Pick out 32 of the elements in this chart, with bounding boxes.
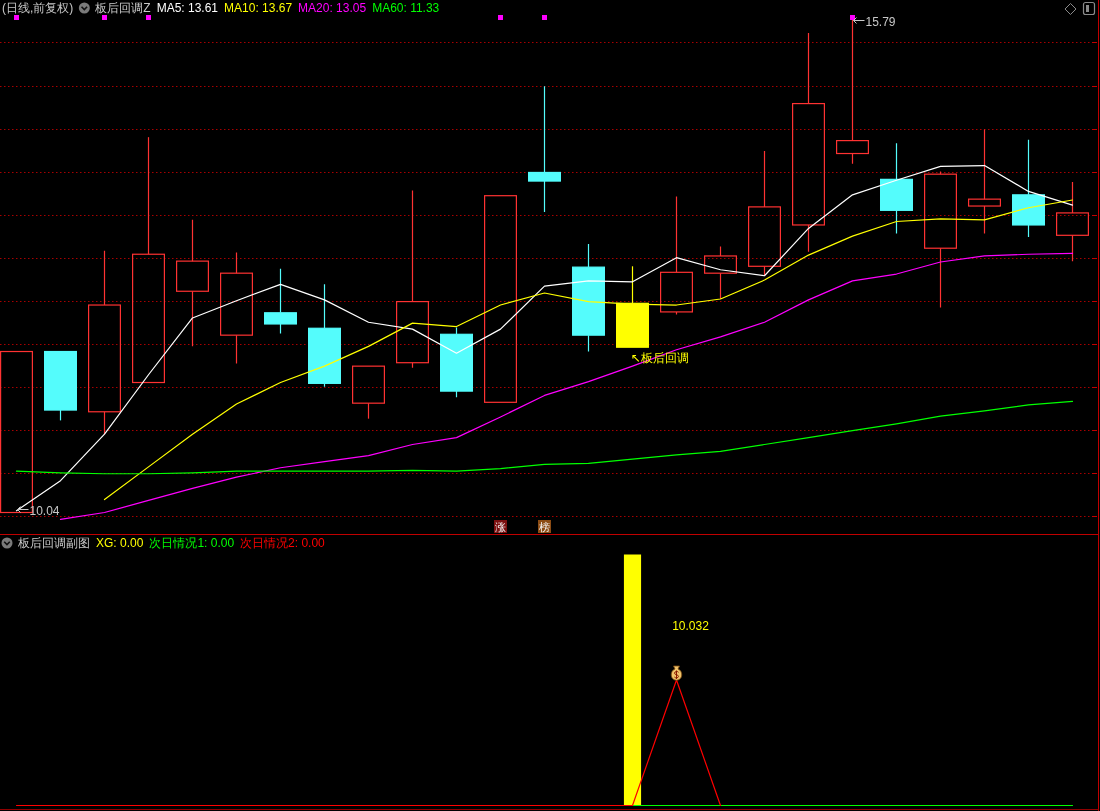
candlestick [1056,181,1089,262]
candlestick [264,268,297,335]
candlestick [176,219,209,347]
candlestick [396,189,429,369]
candlestick [704,245,737,300]
candlestick [1012,139,1045,238]
candlestick [616,265,649,348]
text: 次日情况2: 0.00 [240,536,326,550]
text: 次日情况1: 0.00 [149,536,235,550]
candlestick [924,171,957,309]
candlestick [528,85,561,213]
candlestick [572,243,605,353]
candlestick [880,142,913,235]
text: MA10: 13.67 [224,1,293,15]
legend-title: 板后回调副图 [17,536,90,550]
candlestick [220,251,253,365]
annotation: 15.79 [865,14,896,29]
annotation: 10.032 [672,619,710,633]
candlestick [748,150,781,277]
candlestick [660,195,693,316]
annotation: 10.04 [29,503,60,518]
legend-title: 板后回调Z [94,1,151,15]
text: MA20: 13.05 [298,1,367,15]
text: XG: 0.00 [96,536,144,550]
candlestick [792,32,825,253]
text: MA5: 13.61 [156,1,219,15]
chart-title: (日线,前复权) [2,1,74,15]
candlestick [88,250,121,435]
candlestick [968,128,1001,235]
candlestick [132,136,165,384]
text: MA60: 11.33 [372,1,440,15]
candlestick [308,283,341,388]
